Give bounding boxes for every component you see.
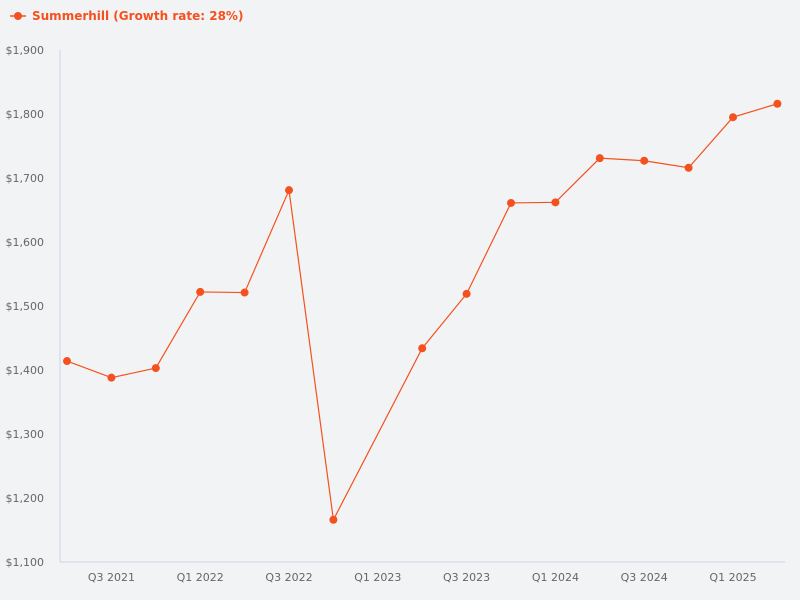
data-point[interactable] — [462, 289, 471, 298]
x-tick-label: Q3 2023 — [443, 571, 490, 584]
data-point[interactable] — [595, 154, 604, 163]
data-point[interactable] — [329, 515, 338, 524]
x-tick-label: Q1 2025 — [709, 571, 756, 584]
data-point[interactable] — [107, 373, 116, 382]
data-point[interactable] — [63, 357, 71, 366]
x-tick-label: Q1 2024 — [532, 571, 579, 584]
x-tick-label: Q3 2024 — [621, 571, 668, 584]
data-point[interactable] — [640, 156, 649, 165]
x-tick-label: Q1 2023 — [354, 571, 401, 584]
y-tick-label: $1,300 — [6, 428, 45, 441]
x-tick-label: Q3 2022 — [265, 571, 312, 584]
y-tick-label: $1,900 — [6, 44, 45, 57]
data-point[interactable] — [196, 287, 205, 296]
y-tick-label: $1,500 — [6, 300, 45, 313]
x-tick-label: Q1 2022 — [177, 571, 224, 584]
data-point[interactable] — [507, 198, 515, 207]
data-point[interactable] — [285, 186, 293, 195]
series-line — [66, 103, 778, 522]
data-point[interactable] — [684, 163, 693, 172]
data-point[interactable] — [151, 364, 160, 373]
y-tick-label: $1,200 — [6, 492, 45, 505]
data-point[interactable] — [240, 288, 249, 297]
x-tick-label: Q3 2021 — [88, 571, 135, 584]
legend-marker-icon — [10, 12, 26, 20]
y-tick-label: $1,800 — [6, 108, 45, 121]
y-tick-label: $1,600 — [6, 236, 45, 249]
y-tick-label: $1,100 — [6, 556, 45, 569]
y-tick-label: $1,700 — [6, 172, 45, 185]
data-point[interactable] — [729, 113, 737, 122]
data-point[interactable] — [418, 344, 427, 353]
y-tick-label: $1,400 — [6, 364, 45, 377]
data-point[interactable] — [551, 198, 560, 207]
legend-label: Summerhill (Growth rate: 28%) — [32, 9, 244, 23]
data-point[interactable] — [773, 99, 782, 108]
legend[interactable]: Summerhill (Growth rate: 28%) — [10, 9, 243, 23]
